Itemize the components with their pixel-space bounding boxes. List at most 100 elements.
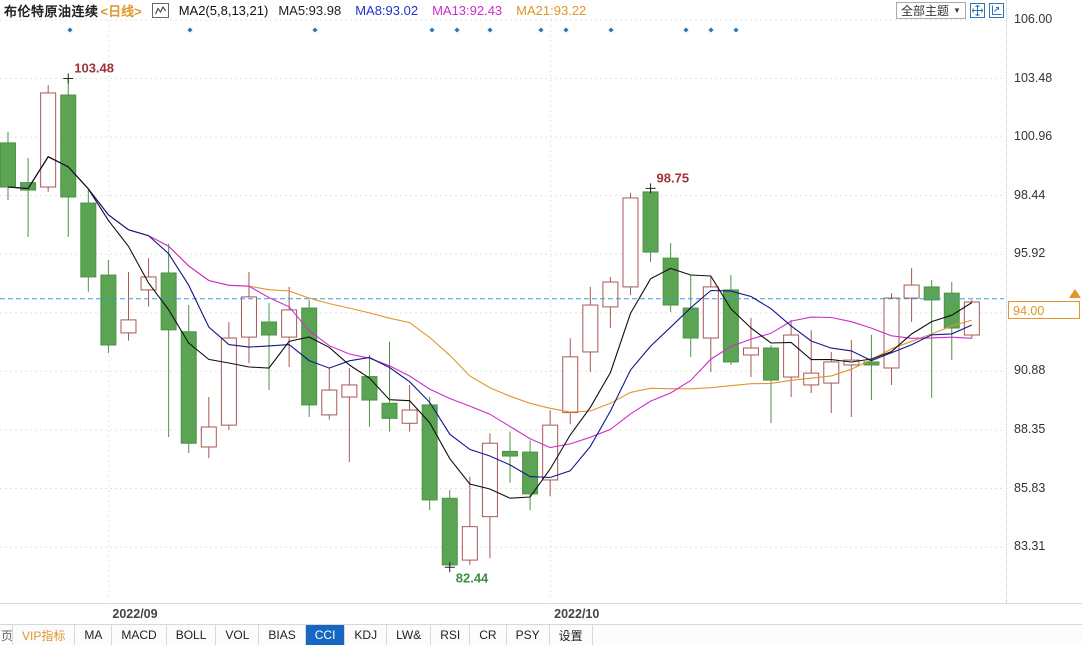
price-tick-label: 95.92 [1014,246,1046,261]
price-tick-label: 98.44 [1014,187,1046,202]
candle[interactable] [722,275,739,365]
candle[interactable] [40,85,57,192]
candle[interactable] [622,193,639,296]
candle[interactable] [903,268,920,322]
candle[interactable] [301,299,318,418]
symbol-name: 布伦特原油连续 [4,3,99,19]
candle[interactable] [80,189,97,292]
candle[interactable] [642,188,659,263]
candle[interactable] [20,157,37,237]
current-price-badge: 94.00 [1008,301,1080,319]
candle[interactable] [281,286,298,368]
indicator-tab-lw&[interactable]: LW& [387,625,432,645]
indicator-tab-cr[interactable]: CR [470,625,507,645]
candle[interactable] [381,341,398,432]
price-tick-label: 88.35 [1014,422,1046,436]
candle[interactable] [220,321,237,431]
event-marker-icon [733,27,739,33]
candles-layer[interactable] [0,78,980,568]
candle[interactable] [702,276,719,372]
candle[interactable] [562,338,579,425]
ma-value-label: MA5:93.98 [278,2,342,18]
candle[interactable] [481,433,498,559]
candle[interactable] [502,431,518,483]
period-label[interactable]: <日线> [100,3,142,19]
indicator-tab-psy[interactable]: PSY [507,625,550,645]
price-up-arrow-icon [1069,289,1081,298]
candle[interactable] [441,489,458,568]
price-tick-label: 90.88 [1014,363,1046,378]
candle[interactable] [160,243,177,437]
annotation-cross-icon [645,183,656,194]
candlestick-chart[interactable]: 103.48 98.75 82.44 [0,0,1006,603]
axis-compress-icon[interactable] [988,3,1004,18]
candle[interactable] [0,131,16,201]
themes-dropdown[interactable]: 全部主题 ▼ [896,2,966,19]
indicator-tab-macd[interactable]: MACD [112,625,167,645]
indicator-tab-boll[interactable]: BOLL [167,625,217,645]
indicator-toolbar: 页 VIP指标 MA MACD BOLL VOL BIAS CCI KDJ LW& RSI CR PS… [0,625,1082,645]
candle[interactable] [763,345,780,424]
toolbar-clipped-tab[interactable]: 页 [0,625,13,645]
price-tick-label: 103.48 [1014,70,1053,85]
indicator-icon[interactable] [151,2,169,18]
event-marker-icon [708,27,714,33]
event-marker-icon [487,27,493,33]
annotations-layer: 103.48 98.75 82.44 [63,61,690,585]
candle[interactable] [261,302,278,391]
candle[interactable] [341,367,358,463]
indicator-tab-rsi[interactable]: RSI [431,625,471,645]
crosshair-icon[interactable] [969,3,985,18]
candle[interactable] [542,410,559,497]
candle[interactable] [200,397,217,459]
indicator-tab-vol[interactable]: VOL [216,625,260,645]
candle[interactable] [522,440,539,511]
indicator-tab-设置[interactable]: 设置 [550,625,593,645]
candle[interactable] [180,305,197,454]
event-marker-icon [563,27,569,33]
candle[interactable] [401,384,418,432]
candle[interactable] [923,279,940,398]
date-label: 2022/10 [554,607,600,621]
indicator-tab-vip指标[interactable]: VIP指标 [13,625,76,645]
indicator-tab-ma[interactable]: MA [75,625,113,645]
candle[interactable] [682,275,699,358]
candle[interactable] [461,476,478,565]
event-markers[interactable] [67,27,739,33]
candle[interactable] [943,282,960,361]
candle[interactable] [783,319,800,398]
candle[interactable] [321,368,338,420]
caret-down-icon: ▼ [953,6,961,15]
ma-value-label: MA21:93.22 [516,2,587,18]
ma-legend: MA5:93.98 MA8:93.02 MA13:92.43 MA21:93.22 [278,3,586,18]
candle[interactable] [742,318,759,378]
candle[interactable] [100,259,117,354]
ma8-line [7,155,973,479]
event-marker-icon [429,27,435,33]
ma5-line [7,155,973,499]
annotation-cross-icon [444,562,455,573]
themes-dropdown-label: 全部主题 [901,4,950,18]
candle[interactable] [361,354,378,427]
annotation-price-label: 98.75 [657,170,690,185]
candle[interactable] [602,276,619,329]
event-marker-icon [608,27,614,33]
candle[interactable] [120,272,137,341]
event-marker-icon [187,27,193,33]
candle[interactable] [582,286,599,372]
candle[interactable] [803,330,820,394]
indicator-tab-bias[interactable]: BIAS [259,625,306,645]
indicator-tab-cci[interactable]: CCI [305,625,346,645]
event-marker-icon [454,27,460,33]
candle[interactable] [60,78,77,237]
candle[interactable] [863,334,880,401]
candle[interactable] [240,272,257,364]
event-marker-icon [67,27,73,33]
candle[interactable] [662,243,679,313]
candle[interactable] [823,351,840,414]
annotation-price-label: 103.48 [74,61,114,76]
indicator-tab-kdj[interactable]: KDJ [345,625,388,645]
candle[interactable] [421,396,438,511]
chart-header: 布伦特原油连续 <日线> MA2(5,8,13,21) MA5:93.98 MA8… [0,0,1082,20]
